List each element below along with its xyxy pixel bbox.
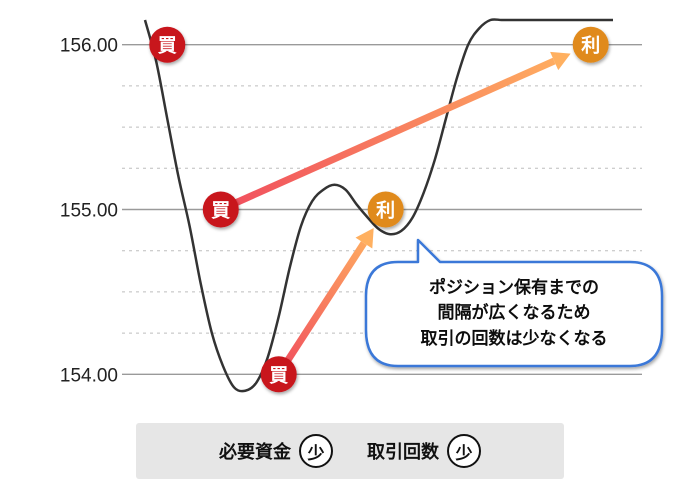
buy-marker: 買 — [202, 191, 239, 228]
profit-marker: 利 — [367, 191, 404, 228]
profit-marker-circle — [572, 26, 609, 63]
y-tick-label: 156.00 — [60, 36, 118, 57]
profit-marker-label: 利 — [581, 35, 600, 57]
callout-line-2: 間隔が広くなるため — [438, 302, 591, 323]
buy-marker-circle — [202, 191, 239, 228]
callout-line-3: 取引の回数は少なくなる — [421, 328, 608, 349]
profit-marker-label: 利 — [376, 200, 395, 222]
y-axis-ticks: 156.00 155.00 154.00 — [60, 36, 118, 387]
buy-marker: 買 — [149, 26, 186, 63]
profit-marker-circle — [367, 191, 404, 228]
legend-label-trades: 取引回数 — [367, 442, 439, 463]
buy-marker: 買 — [260, 356, 297, 393]
trade-arrow-shaft — [219, 57, 556, 213]
buy-marker-label: 買 — [269, 364, 288, 386]
legend-badge-funds: 少 — [299, 434, 333, 468]
y-tick-label: 154.00 — [60, 365, 118, 386]
profit-marker: 利 — [572, 26, 609, 63]
callout-bubble: ポジション保有までの 間隔が広くなるため 取引の回数は少なくなる — [364, 238, 664, 368]
legend-box: 必要資金 少 取引回数 少 — [136, 423, 564, 479]
buy-marker-label: 買 — [211, 200, 230, 222]
legend-badge-trades: 少 — [447, 434, 481, 468]
buy-marker-circle — [149, 26, 186, 63]
legend-item-funds: 必要資金 少 — [219, 434, 333, 468]
y-tick-label: 155.00 — [60, 201, 118, 222]
price-line — [143, 18, 613, 393]
trade-arrows — [219, 51, 571, 377]
legend-item-trades: 取引回数 少 — [367, 434, 481, 468]
trade-arrow-head — [355, 227, 374, 249]
buy-marker-label: 買 — [158, 35, 177, 57]
callout-shape — [364, 238, 664, 368]
buy-marker-circle — [260, 356, 297, 393]
callout-line-1: ポジション保有までの — [429, 277, 599, 298]
legend-label-funds: 必要資金 — [219, 442, 291, 463]
trade-arrow-shaft — [275, 241, 367, 377]
trade-arrow-head — [550, 51, 571, 71]
